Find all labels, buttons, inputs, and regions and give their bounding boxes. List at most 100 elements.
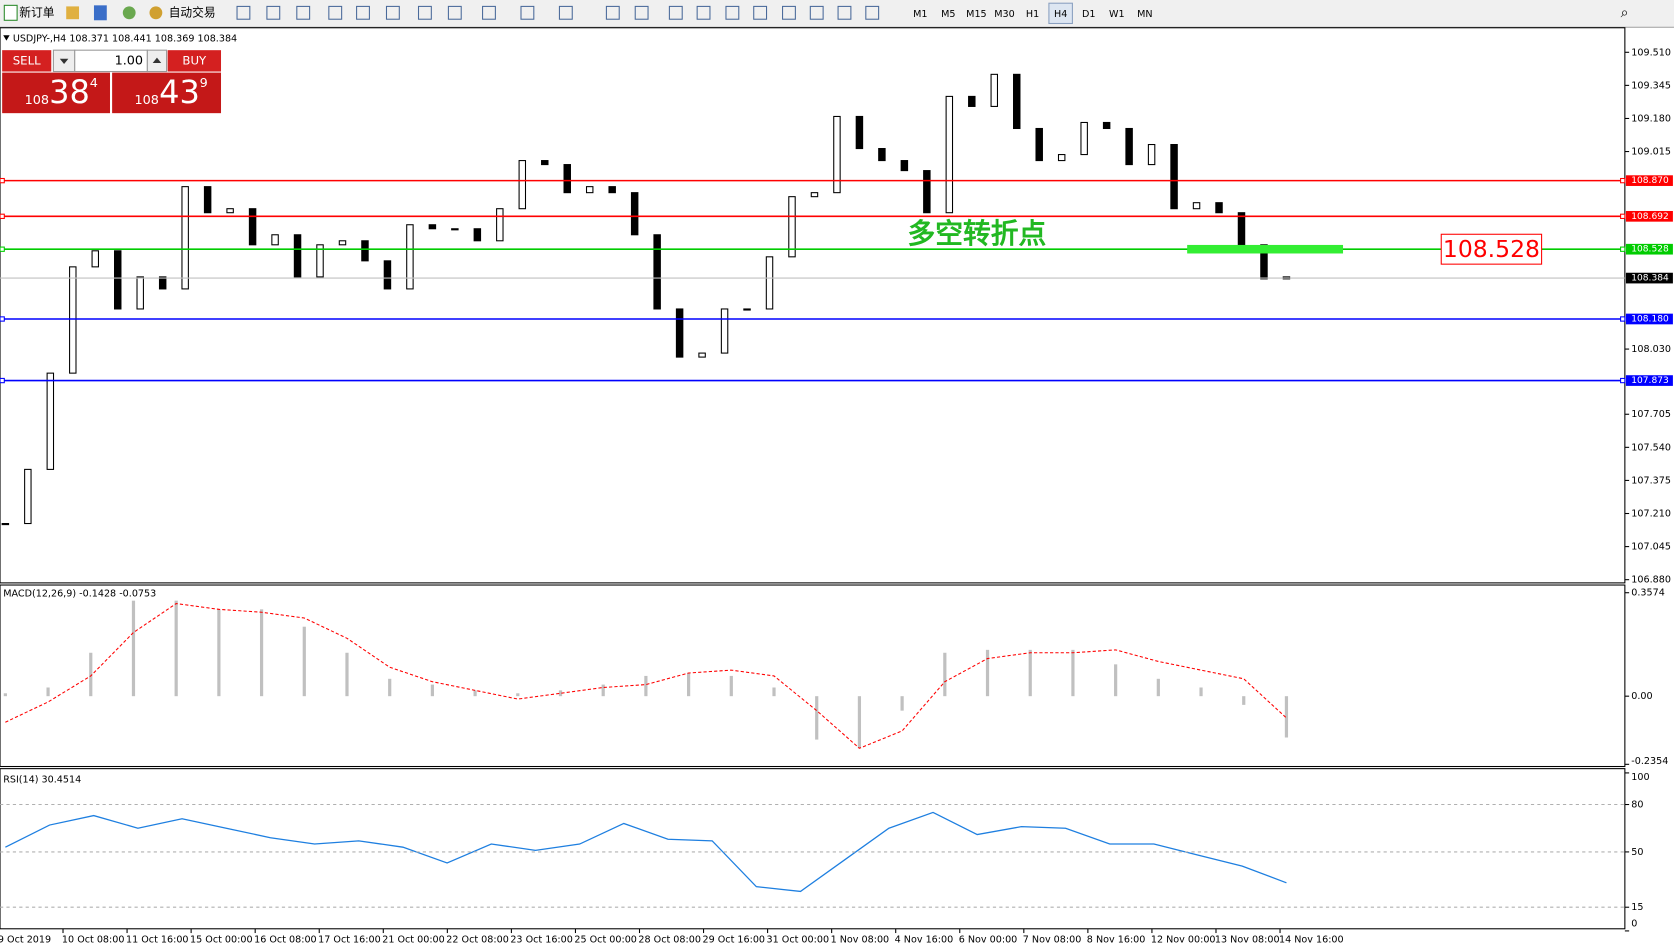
auto-trade-icon[interactable] xyxy=(149,6,163,20)
level-handle xyxy=(1620,246,1626,252)
toolbar-icon[interactable] xyxy=(385,5,400,20)
timeframe-button[interactable]: M15 xyxy=(966,9,987,20)
candle xyxy=(698,352,706,358)
y-tick-label: 109.015 xyxy=(1631,147,1671,158)
timeframe-button[interactable]: M1 xyxy=(913,9,927,20)
timeframe-button[interactable]: H4 xyxy=(1054,9,1067,20)
x-tick-label: 31 Oct 00:00 xyxy=(767,934,830,945)
candle xyxy=(293,234,302,278)
level-handle xyxy=(0,213,5,219)
marker-box xyxy=(1440,233,1543,265)
candle xyxy=(1057,154,1066,162)
candle xyxy=(496,208,504,242)
toolbar-icon[interactable] xyxy=(753,5,768,20)
toolbar-icon[interactable] xyxy=(558,5,573,20)
macd-bar xyxy=(3,693,7,697)
level-label-bg xyxy=(1625,243,1673,255)
search-icon[interactable]: ⌕ xyxy=(1621,5,1629,21)
candle xyxy=(1035,127,1043,162)
x-tick-label: 4 Nov 16:00 xyxy=(895,934,954,945)
level-label: 108.180 xyxy=(1631,314,1669,324)
candle xyxy=(968,95,976,107)
buy-label[interactable]: BUY xyxy=(182,53,207,67)
y-tick-label: 106.880 xyxy=(1631,575,1671,586)
toolbar-icon[interactable] xyxy=(236,5,251,20)
toolbar-icon[interactable] xyxy=(266,5,281,20)
candle xyxy=(585,186,594,194)
candle xyxy=(316,244,324,278)
sell-button[interactable] xyxy=(2,50,52,72)
new-order-button[interactable]: 新订单 xyxy=(19,5,54,19)
toolbar-icon[interactable] xyxy=(417,5,432,20)
toolbar-icon[interactable] xyxy=(837,5,852,20)
toolbar-icon[interactable] xyxy=(296,5,311,20)
candle xyxy=(1237,212,1246,246)
toolbar-icon[interactable] xyxy=(328,5,343,20)
toolbar-icon[interactable] xyxy=(122,6,136,20)
timeframe-button[interactable]: M5 xyxy=(941,9,955,20)
candle xyxy=(518,160,527,210)
timeframe-active[interactable] xyxy=(1048,2,1073,25)
lot-value[interactable]: 1.00 xyxy=(115,53,144,68)
candle xyxy=(1125,127,1133,166)
level-handle xyxy=(0,377,5,384)
candle xyxy=(361,240,369,262)
macd-bar xyxy=(985,649,990,697)
y-tick-label: 107.705 xyxy=(1631,409,1671,420)
ask-box[interactable] xyxy=(112,72,222,114)
macd-bar xyxy=(388,678,392,697)
toolbar-icon[interactable] xyxy=(865,5,880,20)
toolbar-icon[interactable] xyxy=(696,5,711,20)
level-handle xyxy=(1620,377,1626,384)
candle xyxy=(743,308,751,311)
candle xyxy=(765,256,774,310)
macd-bar xyxy=(1284,696,1289,738)
candle xyxy=(24,468,32,525)
y-tick-label: 107.375 xyxy=(1631,475,1671,486)
candle xyxy=(271,234,279,246)
lot-down-arrow xyxy=(59,58,69,65)
candle xyxy=(136,276,144,310)
timeframe-button[interactable]: M30 xyxy=(994,9,1014,20)
toolbar-icon[interactable] xyxy=(668,5,683,20)
y-tick-label: 100 xyxy=(1631,772,1649,783)
x-tick-label: 8 Nov 16:00 xyxy=(1087,934,1146,945)
y-tick-label: 50 xyxy=(1631,847,1643,858)
macd-bar xyxy=(217,609,221,697)
candle xyxy=(900,160,909,172)
toolbar-icon[interactable] xyxy=(482,5,496,20)
timeframe-button[interactable]: H1 xyxy=(1026,9,1039,20)
auto-trade-button[interactable]: 自动交易 xyxy=(169,5,216,19)
timeframe-button[interactable]: D1 xyxy=(1082,9,1096,20)
toolbar-icon[interactable] xyxy=(356,5,370,20)
x-tick-label: 6 Nov 00:00 xyxy=(959,934,1018,945)
x-tick-label: 17 Oct 16:00 xyxy=(318,934,381,945)
candle xyxy=(473,228,482,242)
level-label: 108.692 xyxy=(1631,212,1668,222)
macd-bar xyxy=(772,687,776,697)
toolbar-icon[interactable] xyxy=(447,5,462,20)
toolbar-icon[interactable] xyxy=(634,5,649,20)
toolbar-icon[interactable] xyxy=(605,5,620,20)
bid-box[interactable] xyxy=(2,72,110,114)
candle xyxy=(1013,73,1021,130)
new-order-icon[interactable] xyxy=(3,4,18,21)
level-label: 107.873 xyxy=(1631,376,1669,386)
toolbar-icon[interactable] xyxy=(725,5,740,20)
buy-button[interactable] xyxy=(167,50,222,72)
toolbar-icon[interactable] xyxy=(93,5,107,21)
timeframe-button[interactable]: MN xyxy=(1137,9,1152,20)
macd-bar xyxy=(131,600,136,697)
candle xyxy=(990,73,999,107)
toolbar-icon[interactable] xyxy=(520,5,535,20)
candle xyxy=(248,208,257,246)
toolbar-icon[interactable] xyxy=(66,6,80,20)
marker-bar xyxy=(1187,244,1344,254)
toolbar-icon[interactable] xyxy=(809,5,824,20)
candle xyxy=(338,240,347,246)
header-arrow xyxy=(3,35,10,41)
toolbar-icon[interactable] xyxy=(782,5,796,20)
sell-label[interactable]: SELL xyxy=(13,53,41,67)
timeframe-button[interactable]: W1 xyxy=(1109,9,1125,20)
